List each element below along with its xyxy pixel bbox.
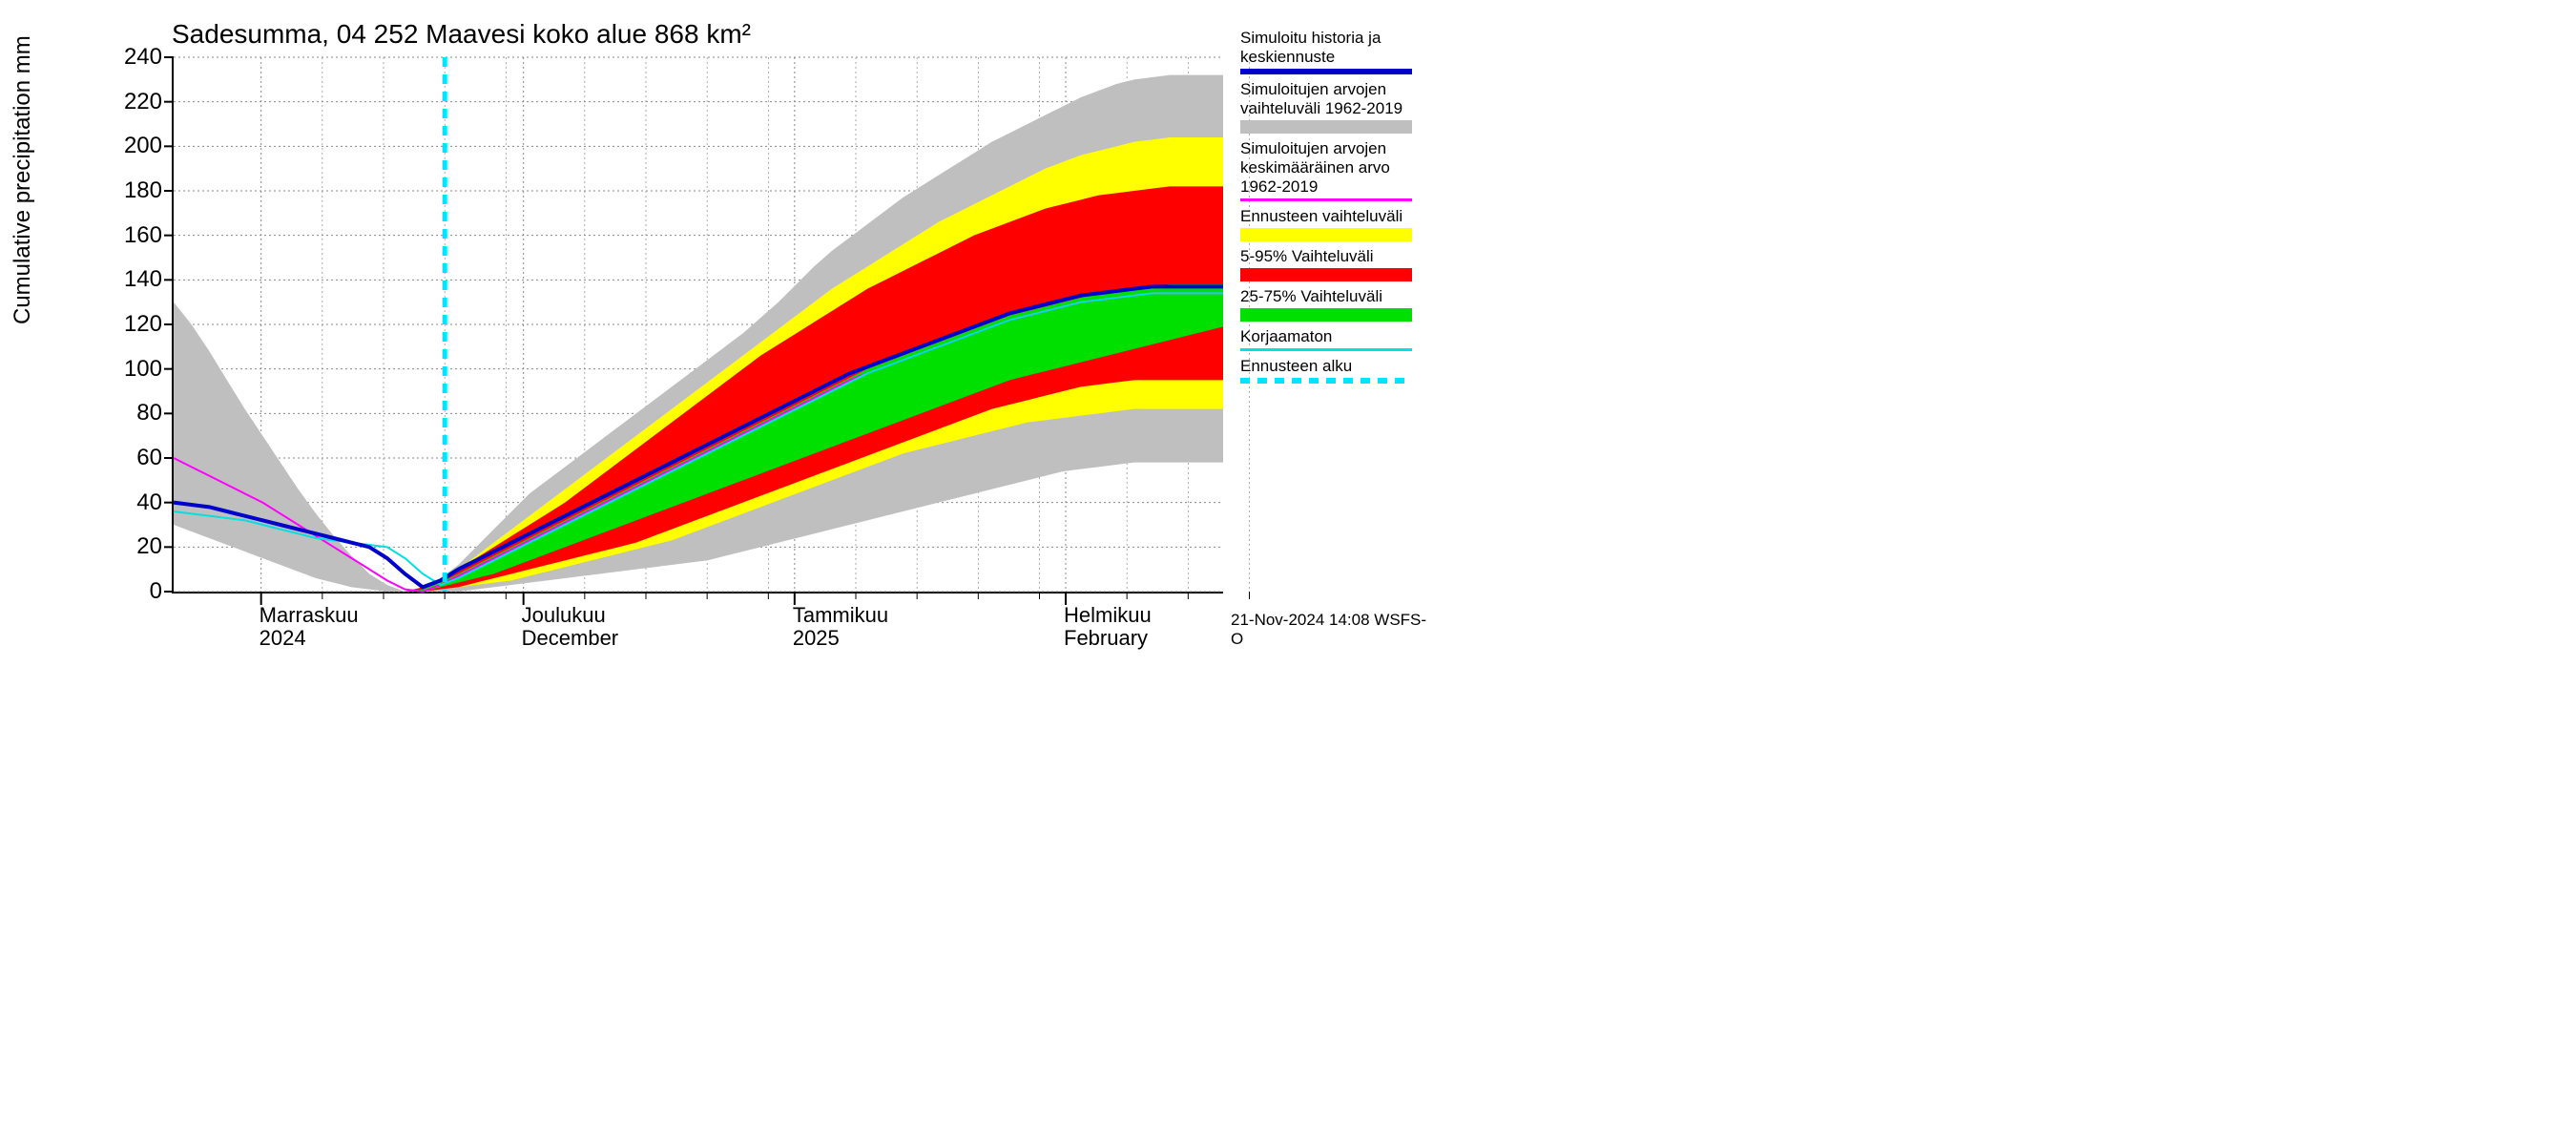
y-tick: 100 (114, 356, 162, 383)
x-month-sublabel: December (522, 626, 618, 651)
chart-container: Sadesumma, 04 252 Maavesi koko alue 868 … (0, 0, 1431, 649)
legend-swatch (1240, 348, 1412, 351)
legend-item: 5-95% Vaihteluväli (1240, 247, 1422, 281)
legend-label: Simuloitu historia ja keskiennuste (1240, 29, 1422, 67)
x-month-label: Helmikuu (1064, 603, 1152, 628)
plot-area (172, 57, 1223, 593)
legend-swatch (1240, 308, 1412, 322)
legend-swatch (1240, 268, 1412, 281)
legend-swatch (1240, 69, 1412, 74)
x-month-sublabel: February (1064, 626, 1148, 651)
y-tick: 60 (114, 445, 162, 471)
chart-svg (174, 57, 1223, 592)
legend-swatch (1240, 378, 1412, 384)
x-month-sublabel: 2025 (793, 626, 840, 651)
legend-label: 5-95% Vaihteluväli (1240, 247, 1422, 266)
y-tick: 20 (114, 533, 162, 560)
y-tick: 200 (114, 133, 162, 159)
x-month-label: Joulukuu (522, 603, 606, 628)
legend-item: Ennusteen alku (1240, 357, 1422, 384)
x-month-label: Marraskuu (260, 603, 359, 628)
legend-label: Ennusteen vaihteluväli (1240, 207, 1422, 226)
chart-title: Sadesumma, 04 252 Maavesi koko alue 868 … (172, 19, 751, 50)
y-tick: 0 (114, 578, 162, 605)
y-tick: 240 (114, 44, 162, 71)
x-month-label: Tammikuu (793, 603, 888, 628)
y-tick: 180 (114, 177, 162, 204)
legend-label: Simuloitujen arvojen keskimääräinen arvo… (1240, 139, 1422, 197)
y-tick: 220 (114, 89, 162, 115)
legend-swatch (1240, 120, 1412, 134)
y-tick: 140 (114, 266, 162, 293)
legend-item: Simuloitujen arvojen keskimääräinen arvo… (1240, 139, 1422, 201)
y-tick: 160 (114, 222, 162, 249)
legend-item: Simuloitu historia ja keskiennuste (1240, 29, 1422, 74)
legend-label: Korjaamaton (1240, 327, 1422, 346)
legend-item: Korjaamaton (1240, 327, 1422, 351)
legend-item: Ennusteen vaihteluväli (1240, 207, 1422, 241)
legend-label: 25-75% Vaihteluväli (1240, 287, 1422, 306)
y-tick: 80 (114, 400, 162, 427)
y-tick: 120 (114, 311, 162, 338)
legend-swatch (1240, 228, 1412, 241)
legend-item: Simuloitujen arvojen vaihteluväli 1962-2… (1240, 80, 1422, 134)
legend: Simuloitu historia ja keskiennuste Simulo… (1240, 29, 1422, 389)
y-axis-label: Cumulative precipitation mm (10, 35, 36, 324)
legend-label: Simuloitujen arvojen vaihteluväli 1962-2… (1240, 80, 1422, 118)
timestamp: 21-Nov-2024 14:08 WSFS-O (1231, 611, 1431, 649)
y-tick: 40 (114, 489, 162, 516)
legend-label: Ennusteen alku (1240, 357, 1422, 376)
x-month-sublabel: 2024 (260, 626, 306, 651)
legend-swatch (1240, 198, 1412, 201)
legend-item: 25-75% Vaihteluväli (1240, 287, 1422, 322)
